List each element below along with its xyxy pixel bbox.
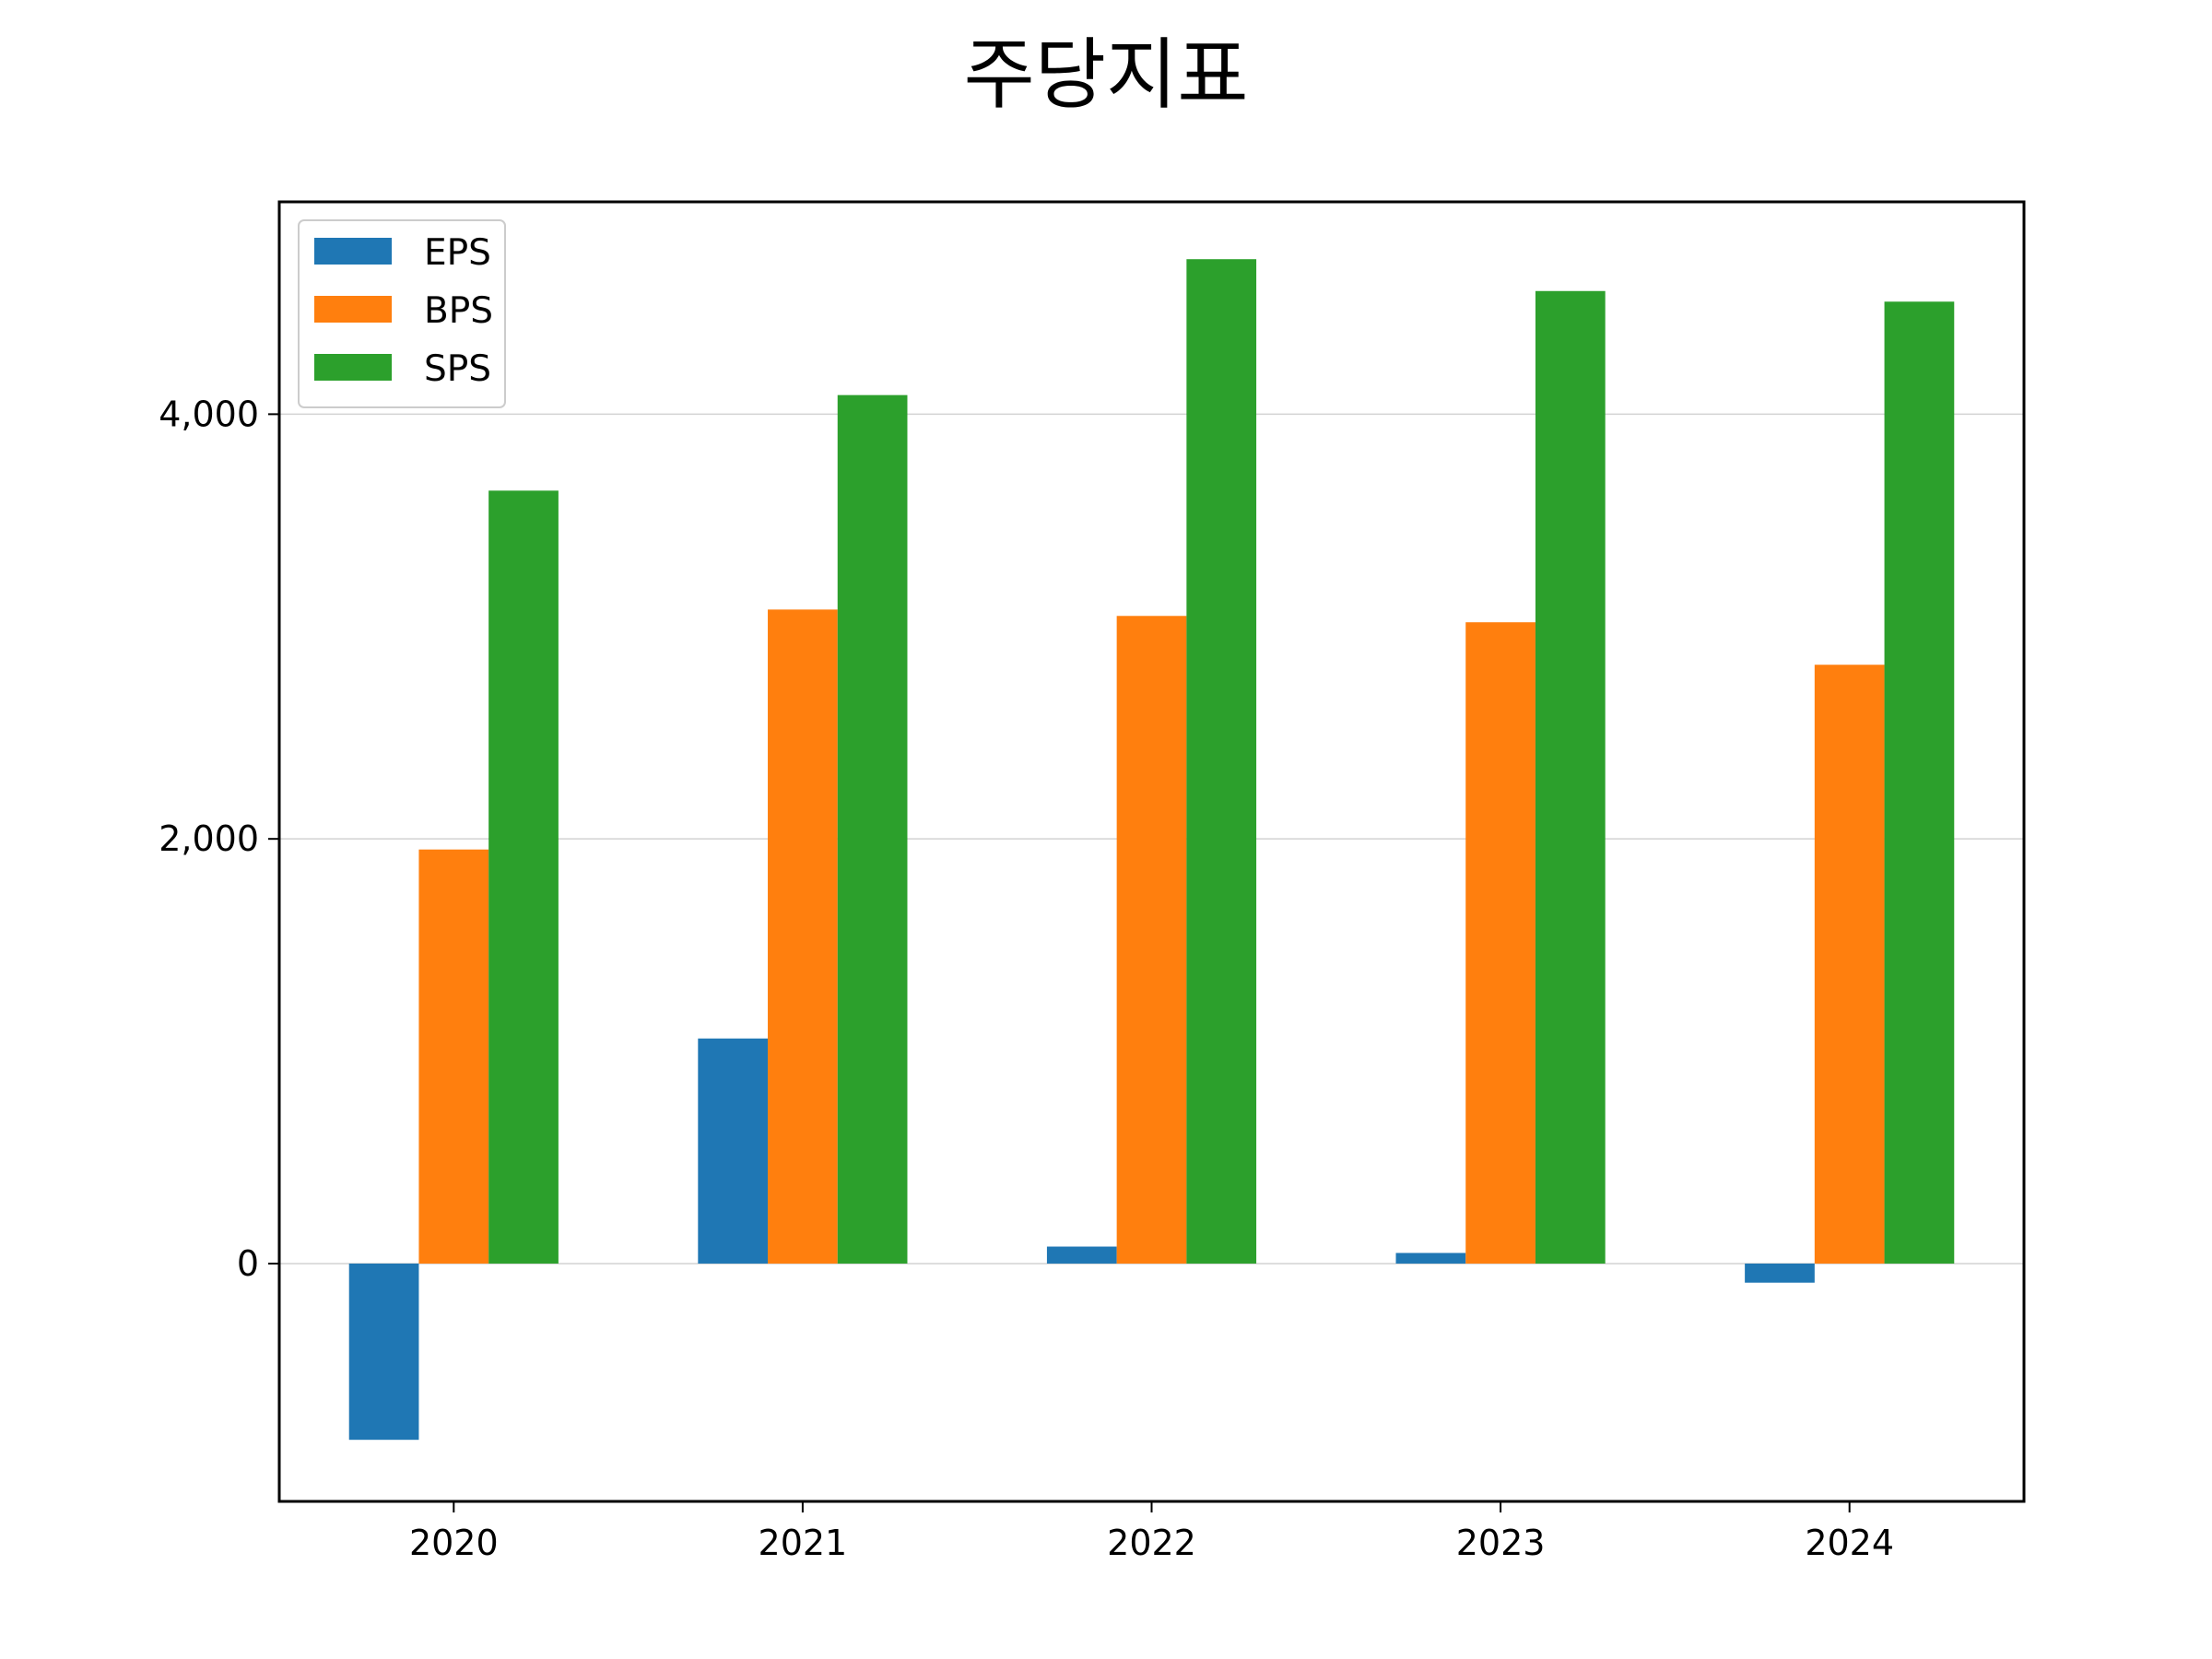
bar-sps-2023 [1535,290,1606,1264]
bar-sps-2021 [837,394,908,1264]
bar-bps-2023 [1465,622,1535,1264]
bar-sps-2020 [488,490,559,1264]
x-tick-label: 2023 [1456,1523,1546,1563]
legend-label-eps: EPS [424,232,491,274]
legend-swatch-sps [314,354,392,381]
y-tick-label: 4,000 [159,394,259,434]
y-axis: 0 2,000 4,000 [159,394,279,1284]
bar-bps-2024 [1814,665,1885,1264]
bar-eps-2023 [1395,1253,1466,1264]
bar-eps-2022 [1046,1246,1117,1264]
chart-title: 주당지표 [963,29,1249,120]
bar-bps-2020 [418,849,489,1264]
x-axis: 2020 2021 2022 2023 2024 [409,1501,1894,1563]
legend: EPS BPS SPS [298,219,506,408]
y-tick-label: 0 [237,1243,259,1284]
legend-swatch-bps [314,296,392,323]
x-tick-label: 2020 [409,1523,499,1563]
bar-sps-2024 [1884,301,1955,1264]
bar-eps-2024 [1745,1263,1815,1283]
bars [348,259,1955,1441]
bar-bps-2022 [1116,616,1187,1264]
y-tick-label: 2,000 [159,818,259,859]
x-tick-label: 2024 [1805,1523,1894,1563]
bar-eps-2021 [698,1038,769,1264]
x-tick-label: 2021 [759,1523,848,1563]
bar-eps-2020 [348,1263,419,1441]
legend-swatch-eps [314,238,392,265]
x-tick-label: 2022 [1107,1523,1196,1563]
legend-label-sps: SPS [424,348,491,390]
bar-bps-2021 [768,609,838,1264]
bar-sps-2022 [1186,259,1257,1264]
legend-label-bps: BPS [424,290,493,332]
